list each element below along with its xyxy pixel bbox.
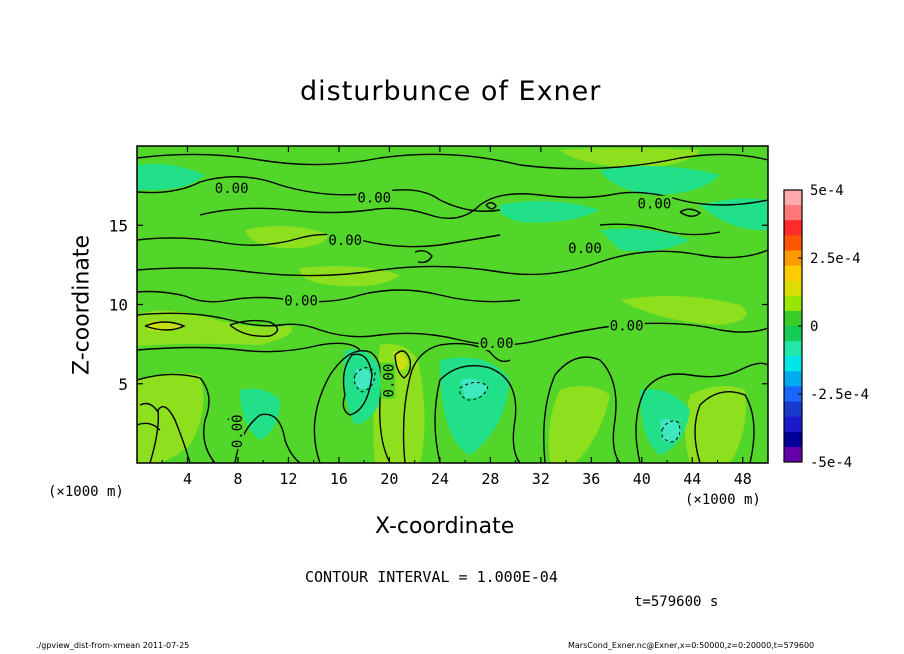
contour-label: 0.00 <box>567 240 604 257</box>
contour-label-bg <box>478 335 515 351</box>
colorbar-swatch <box>784 401 802 418</box>
x-axis-label: X-coordinate <box>375 514 515 539</box>
contour-label-bg <box>380 362 396 399</box>
footer-left: ./gpview_dist-from-xmean 2011-07-25 <box>36 641 190 650</box>
contour-label: 0.00 <box>380 362 397 399</box>
contour-label-bg <box>356 189 393 205</box>
contour-label-bg <box>283 292 320 308</box>
colorbar-swatch <box>784 265 802 282</box>
contour-label-text: 0.00 <box>638 197 672 213</box>
colorbar-swatch <box>784 341 802 357</box>
contour-label-text: 0.00 <box>328 233 362 249</box>
x-tick-label: 12 <box>279 470 297 488</box>
contour-label: 0.00 <box>608 317 645 335</box>
colorbar: 5e-4 2.5e-4 0 -2.5e-4 -5e-4 <box>783 183 869 471</box>
colorbar-swatch <box>784 235 802 251</box>
y-axis-label: Z-coordinate <box>69 235 95 375</box>
y-tick-label: 15 <box>109 216 128 235</box>
contour-label-bg <box>228 413 244 450</box>
colorbar-swatch <box>784 431 802 448</box>
contour-label: 0.00 <box>356 189 393 206</box>
chart-title: disturbunce of Exner <box>300 76 602 107</box>
colorbar-swatch <box>784 326 802 342</box>
footer-right: MarsCond_Exner.nc@Exner,x=0:50000,z=0:20… <box>568 641 815 650</box>
x-axis-unit-right: (×1000 m) <box>685 492 761 508</box>
colorbar-swatch <box>784 250 802 267</box>
contour-label-text: 0.00 <box>230 414 246 448</box>
contour-label-bg <box>327 232 364 248</box>
x-axis-unit-left: (×1000 m) <box>48 484 124 500</box>
y-tick-label: 10 <box>109 296 128 315</box>
contour-label-bg <box>636 195 673 211</box>
colorbar-swatch <box>784 205 802 221</box>
contour-label-text: 0.00 <box>284 293 318 309</box>
x-tick-label: 28 <box>481 470 499 488</box>
colorbar-swatch <box>784 386 802 403</box>
colorbar-swatch <box>784 310 802 327</box>
contour-labels: 0.00 0.00 0.00 0.00 0.00 0.00 0.00 0.00 0.00 0.00 <box>213 179 673 450</box>
x-tick-label: 36 <box>582 470 600 488</box>
contour-interval-label: CONTOUR INTERVAL = 1.000E-04 <box>305 568 558 586</box>
contour-label-text: 0.00 <box>568 241 602 257</box>
contour-label: 0.00 <box>283 292 320 309</box>
colorbar-swatch <box>784 280 802 297</box>
contour-label: 0.00 <box>636 195 673 213</box>
x-tick-label: 24 <box>431 470 449 488</box>
contour-label-bg <box>213 179 250 195</box>
colorbar-swatch <box>784 220 802 236</box>
contour-label: 0.00 <box>213 179 250 197</box>
field-patches <box>137 148 768 463</box>
negative-contours <box>353 367 681 443</box>
time-label: t=579600 s <box>634 594 719 610</box>
colorbar-swatch <box>784 295 802 312</box>
x-tick-label: 4 <box>183 470 192 488</box>
contour-label-text: 0.00 <box>610 319 644 335</box>
contour-label-text: 0.00 <box>215 181 249 197</box>
colorbar-swatch <box>784 446 802 463</box>
x-tick-label: 8 <box>233 470 242 488</box>
contour-label-text: 0.00 <box>480 336 514 352</box>
x-tick-label: 20 <box>380 470 398 488</box>
contour-label-text: 0.00 <box>357 190 391 206</box>
contour-label: 0.00 <box>327 232 364 249</box>
x-tick-label: 40 <box>633 470 651 488</box>
colorbar-tick-label: 2.5e-4 <box>810 251 861 267</box>
colorbar-swatch <box>784 356 802 372</box>
x-tick-label: 16 <box>330 470 348 488</box>
contour-label-bg <box>608 317 645 333</box>
colorbar-tick-label: -2.5e-4 <box>810 387 869 403</box>
y-tick-label: 5 <box>118 375 128 394</box>
colorbar-tick-label: -5e-4 <box>810 455 852 471</box>
colorbar-swatch <box>784 190 802 206</box>
x-tick-label: 44 <box>683 470 701 488</box>
x-tick-label: 48 <box>734 470 752 488</box>
contour-label-bg <box>567 240 604 256</box>
colorbar-tick-label: 5e-4 <box>810 183 844 199</box>
contour-label-text: 0.00 <box>381 364 397 398</box>
colorbar-swatch <box>784 416 802 433</box>
colorbar-swatch <box>784 371 802 387</box>
contour-label: 0.00 <box>228 413 246 450</box>
colorbar-tick-label: 0 <box>810 319 818 335</box>
x-tick-label: 32 <box>532 470 550 488</box>
contour-lines <box>137 153 768 463</box>
contour-label: 0.00 <box>478 335 515 352</box>
